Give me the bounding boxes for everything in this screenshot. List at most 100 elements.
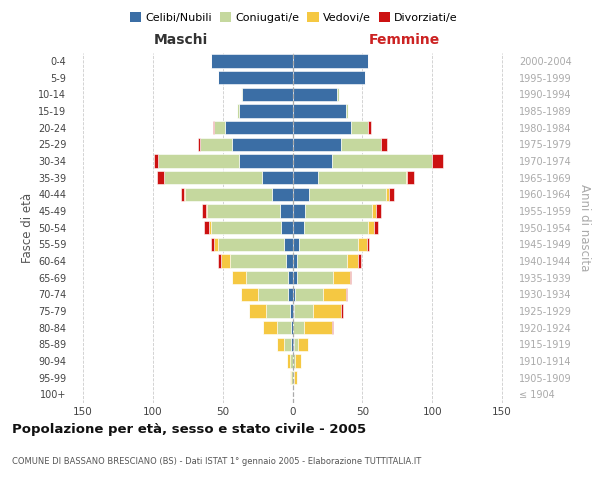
Bar xyxy=(230,254,286,268)
Bar xyxy=(295,288,323,301)
Bar xyxy=(232,271,247,284)
Y-axis label: Anni di nascita: Anni di nascita xyxy=(578,184,591,271)
Bar xyxy=(293,71,365,84)
Bar xyxy=(347,254,358,268)
Text: Femmine: Femmine xyxy=(368,32,440,46)
Legend: Celibi/Nubili, Coniugati/e, Vedovi/e, Divorziati/e: Celibi/Nubili, Coniugati/e, Vedovi/e, Di… xyxy=(126,8,462,28)
Bar xyxy=(290,354,293,368)
Bar xyxy=(280,204,293,218)
Bar xyxy=(293,54,368,68)
Bar xyxy=(293,221,304,234)
Bar xyxy=(304,321,332,334)
Bar xyxy=(296,271,333,284)
Bar xyxy=(211,238,214,251)
Bar xyxy=(218,71,293,84)
Bar xyxy=(368,121,371,134)
Bar xyxy=(293,121,351,134)
Bar xyxy=(286,254,293,268)
Bar xyxy=(293,371,294,384)
Bar xyxy=(295,354,301,368)
Bar xyxy=(389,188,394,201)
Bar xyxy=(406,171,407,184)
Bar xyxy=(241,288,257,301)
Bar xyxy=(293,88,337,101)
Text: Popolazione per età, sesso e stato civile - 2005: Popolazione per età, sesso e stato civil… xyxy=(12,422,366,436)
Bar xyxy=(291,338,293,351)
Bar xyxy=(372,204,376,218)
Bar xyxy=(249,304,266,318)
Bar xyxy=(241,88,242,101)
Bar xyxy=(304,221,368,234)
Text: COMUNE DI BASSANO BRESCIANO (BS) - Dati ISTAT 1° gennaio 2005 - Elaborazione TUT: COMUNE DI BASSANO BRESCIANO (BS) - Dati … xyxy=(12,458,421,466)
Bar xyxy=(332,321,333,334)
Bar xyxy=(218,238,284,251)
Bar xyxy=(211,221,281,234)
Bar xyxy=(299,238,358,251)
Bar xyxy=(232,138,293,151)
Bar xyxy=(332,154,432,168)
Bar xyxy=(293,271,296,284)
Bar xyxy=(294,304,313,318)
Bar xyxy=(154,154,158,168)
Bar xyxy=(341,304,343,318)
Bar xyxy=(262,171,293,184)
Bar xyxy=(266,304,290,318)
Bar xyxy=(293,238,299,251)
Bar xyxy=(294,371,296,384)
Bar xyxy=(293,204,305,218)
Bar xyxy=(346,288,347,301)
Bar xyxy=(407,171,414,184)
Bar xyxy=(298,338,308,351)
Bar xyxy=(333,271,350,284)
Bar xyxy=(287,354,290,368)
Bar xyxy=(293,104,346,118)
Bar xyxy=(358,238,367,251)
Y-axis label: Fasce di età: Fasce di età xyxy=(20,192,34,262)
Bar xyxy=(289,271,293,284)
Bar xyxy=(205,221,209,234)
Bar xyxy=(206,204,207,218)
Bar xyxy=(277,321,291,334)
Bar xyxy=(284,338,291,351)
Bar xyxy=(289,288,293,301)
Bar xyxy=(211,54,293,68)
Bar xyxy=(305,204,372,218)
Bar xyxy=(239,104,293,118)
Bar xyxy=(313,304,341,318)
Bar xyxy=(367,238,370,251)
Bar xyxy=(374,221,378,234)
Bar xyxy=(257,288,289,301)
Bar xyxy=(290,304,293,318)
Bar xyxy=(158,154,239,168)
Bar xyxy=(239,154,293,168)
Text: Maschi: Maschi xyxy=(154,32,208,46)
Bar xyxy=(185,188,272,201)
Bar xyxy=(200,138,232,151)
Bar xyxy=(432,154,443,168)
Bar xyxy=(181,188,184,201)
Bar xyxy=(197,138,200,151)
Bar xyxy=(293,338,294,351)
Bar xyxy=(350,271,351,284)
Bar xyxy=(386,188,389,201)
Bar xyxy=(207,204,280,218)
Bar xyxy=(368,221,374,234)
Bar xyxy=(293,354,295,368)
Bar xyxy=(291,371,293,384)
Bar xyxy=(323,288,346,301)
Bar xyxy=(213,121,214,134)
Bar xyxy=(242,88,293,101)
Bar xyxy=(346,104,349,118)
Bar xyxy=(218,254,221,268)
Bar xyxy=(221,254,230,268)
Bar xyxy=(184,188,185,201)
Bar xyxy=(157,171,164,184)
Bar xyxy=(277,338,284,351)
Bar xyxy=(291,321,293,334)
Bar xyxy=(293,288,295,301)
Bar xyxy=(247,271,289,284)
Bar xyxy=(293,321,304,334)
Bar xyxy=(272,188,293,201)
Bar xyxy=(202,204,206,218)
Bar xyxy=(164,171,262,184)
